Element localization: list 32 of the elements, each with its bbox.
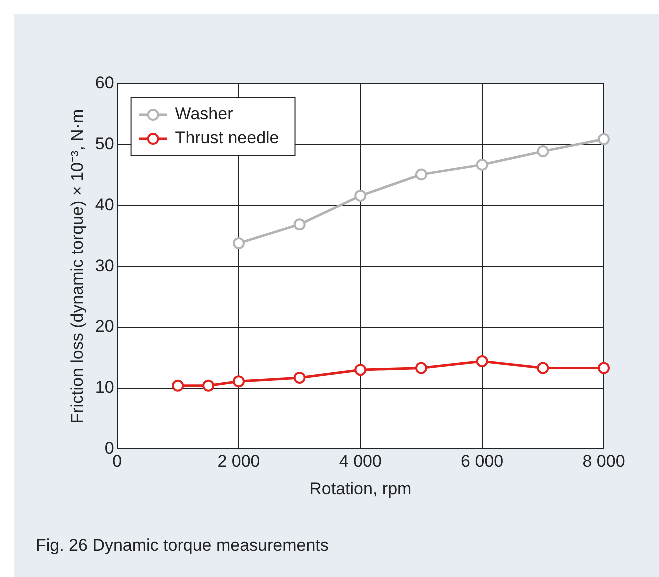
point	[598, 362, 610, 374]
legend-label: Thrust needle	[175, 128, 280, 148]
point	[232, 237, 245, 250]
point	[537, 362, 550, 374]
y-axis-title: Friction loss (dynamic torque) × 10⁻³, N·m	[68, 109, 87, 424]
y-tick-label: 30	[95, 256, 114, 276]
y-tick-label: 20	[95, 317, 114, 336]
point	[537, 146, 550, 158]
point	[202, 380, 215, 392]
x-tick-label: 8 000	[582, 452, 626, 472]
point	[354, 364, 367, 376]
point	[232, 376, 245, 388]
point	[476, 158, 488, 171]
point	[172, 380, 184, 392]
point	[476, 356, 488, 368]
point	[294, 372, 306, 384]
x-axis-title: Rotation, rpm	[310, 479, 412, 498]
caption: Fig. 26 Dynamic torque measurements	[36, 536, 329, 556]
y-tick-label: 10	[95, 378, 114, 398]
point	[598, 133, 610, 146]
point	[354, 190, 367, 202]
point	[415, 362, 428, 374]
y-tick-label: 50	[95, 134, 114, 154]
x-tick-label: 2 000	[218, 452, 260, 472]
point	[415, 168, 428, 181]
point	[294, 218, 306, 231]
legend-label: Washer	[175, 104, 234, 124]
y-tick-label: 40	[95, 195, 114, 214]
y-tick-label: 60	[95, 74, 114, 93]
x-tick-label: 6 000	[461, 452, 504, 472]
x-tick-label: 4 000	[339, 452, 382, 472]
y-tick-label: 0	[104, 438, 114, 458]
